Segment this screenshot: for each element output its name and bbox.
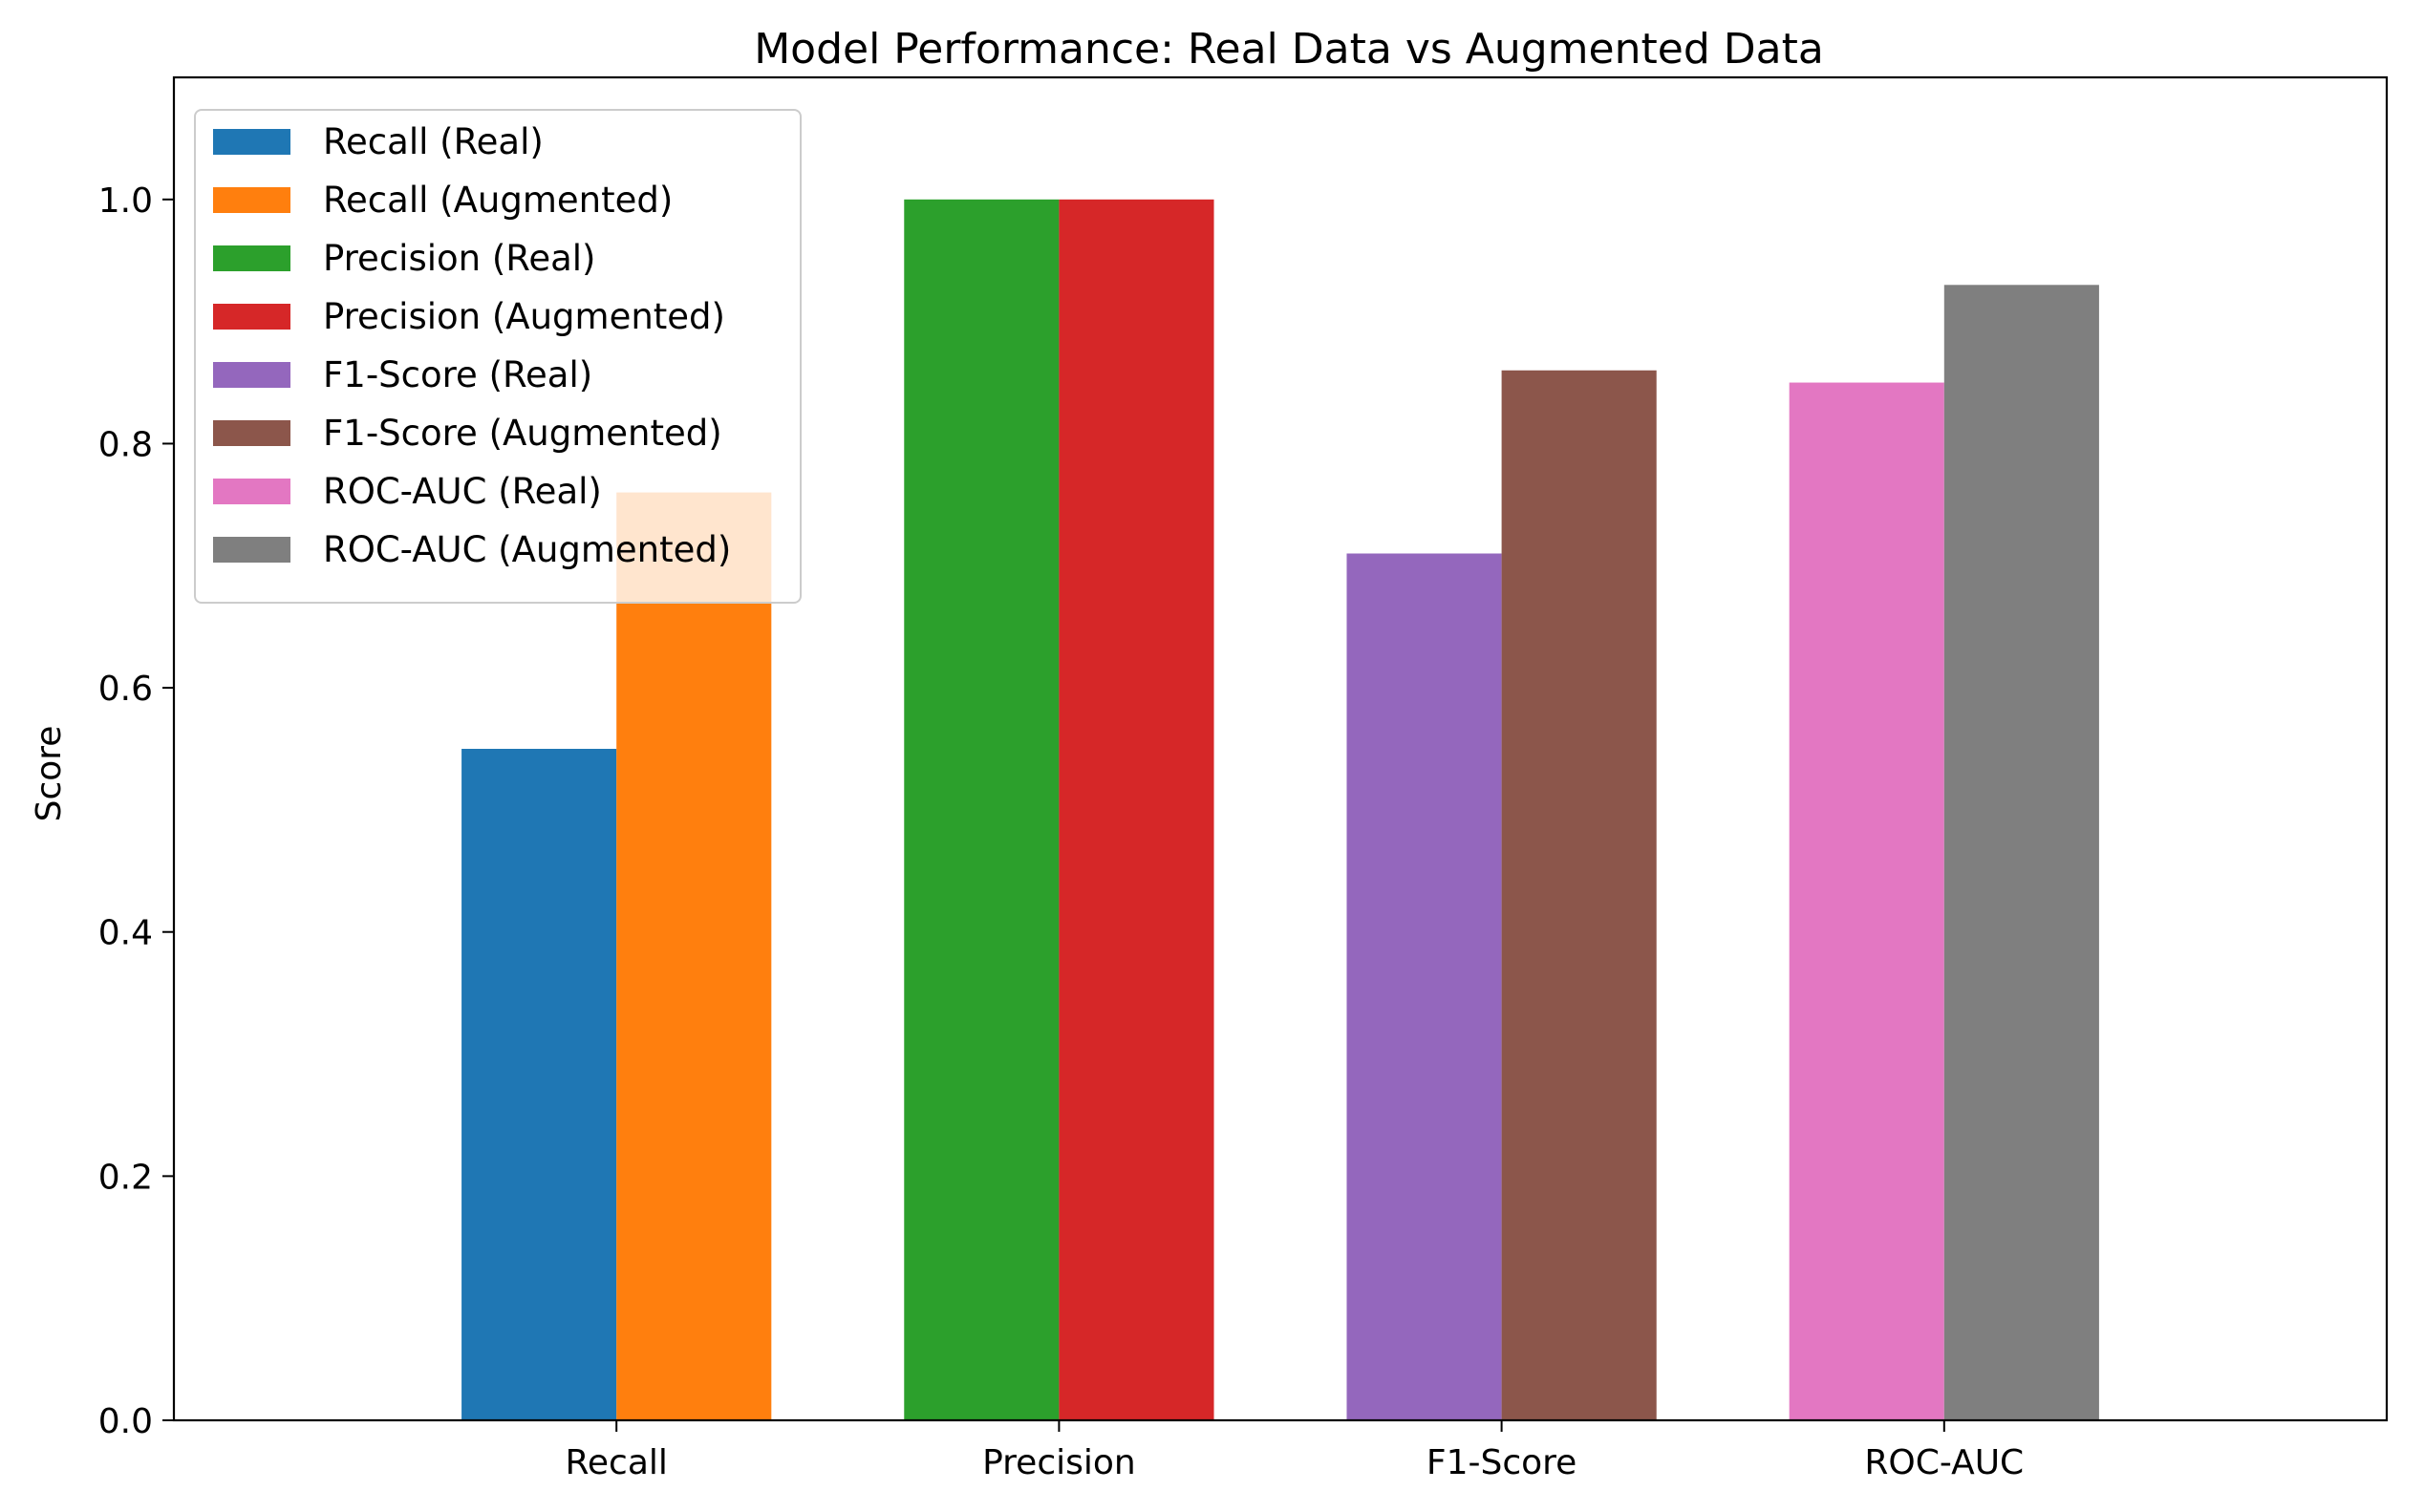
y-tick-label: 1.0: [98, 181, 153, 221]
legend-swatch: [213, 304, 290, 330]
legend-label: F1-Score (Augmented): [323, 413, 722, 454]
bar-f1-score-augmented: [1501, 370, 1657, 1420]
legend-box: [194, 109, 802, 604]
bars-layer: [461, 199, 2099, 1421]
legend-swatch: [213, 129, 290, 155]
legend-label: ROC-AUC (Augmented): [323, 529, 731, 570]
bar-recall-augmented: [616, 492, 772, 1420]
legend-swatch: [213, 187, 290, 213]
y-axis-label: Score: [30, 726, 69, 822]
axes-layer: 0.0 0.2 0.4 0.6 0.8 1.0 Recall Precision F1-Scor…: [98, 75, 2389, 1482]
bar-precision-augmented: [1059, 199, 1214, 1421]
legend-swatch: [213, 420, 290, 446]
y-tick-label: 0.6: [98, 670, 153, 709]
bar-roc-auc-real: [1789, 382, 1944, 1421]
legend-label: ROC-AUC (Real): [323, 471, 602, 512]
bar-roc-auc-augmented: [1943, 285, 2099, 1421]
x-tick-label: ROC-AUC: [1864, 1443, 2024, 1482]
legend-swatch: [213, 245, 290, 271]
y-tick-label: 0.4: [98, 914, 153, 953]
y-tick-label: 0.2: [98, 1158, 153, 1197]
legend-swatch: [213, 479, 290, 504]
x-tick-label: F1-Score: [1427, 1443, 1577, 1482]
bar-precision-real: [904, 199, 1060, 1421]
y-tick-label: 0.8: [98, 425, 153, 464]
bar-f1-score-real: [1346, 553, 1502, 1420]
chart-title: Model Performance: Real Data vs Augmente…: [754, 25, 1824, 74]
legend-label: Recall (Augmented): [323, 180, 673, 221]
legend-label: Recall (Real): [323, 121, 544, 162]
legend-swatch: [213, 537, 290, 563]
legend: Recall (Real) Recall (Augmented) Precision…: [194, 109, 802, 604]
x-tick-label: Precision: [982, 1443, 1136, 1482]
legend-label: Precision (Real): [323, 238, 596, 279]
plot-frame: [172, 75, 2389, 1422]
legend-label: Precision (Augmented): [323, 296, 725, 337]
legend-swatch: [213, 362, 290, 388]
x-tick-label: Recall: [565, 1443, 667, 1482]
bar-recall-real: [461, 749, 617, 1420]
legend-label: F1-Score (Real): [323, 354, 592, 395]
y-tick-label: 0.0: [98, 1402, 153, 1441]
